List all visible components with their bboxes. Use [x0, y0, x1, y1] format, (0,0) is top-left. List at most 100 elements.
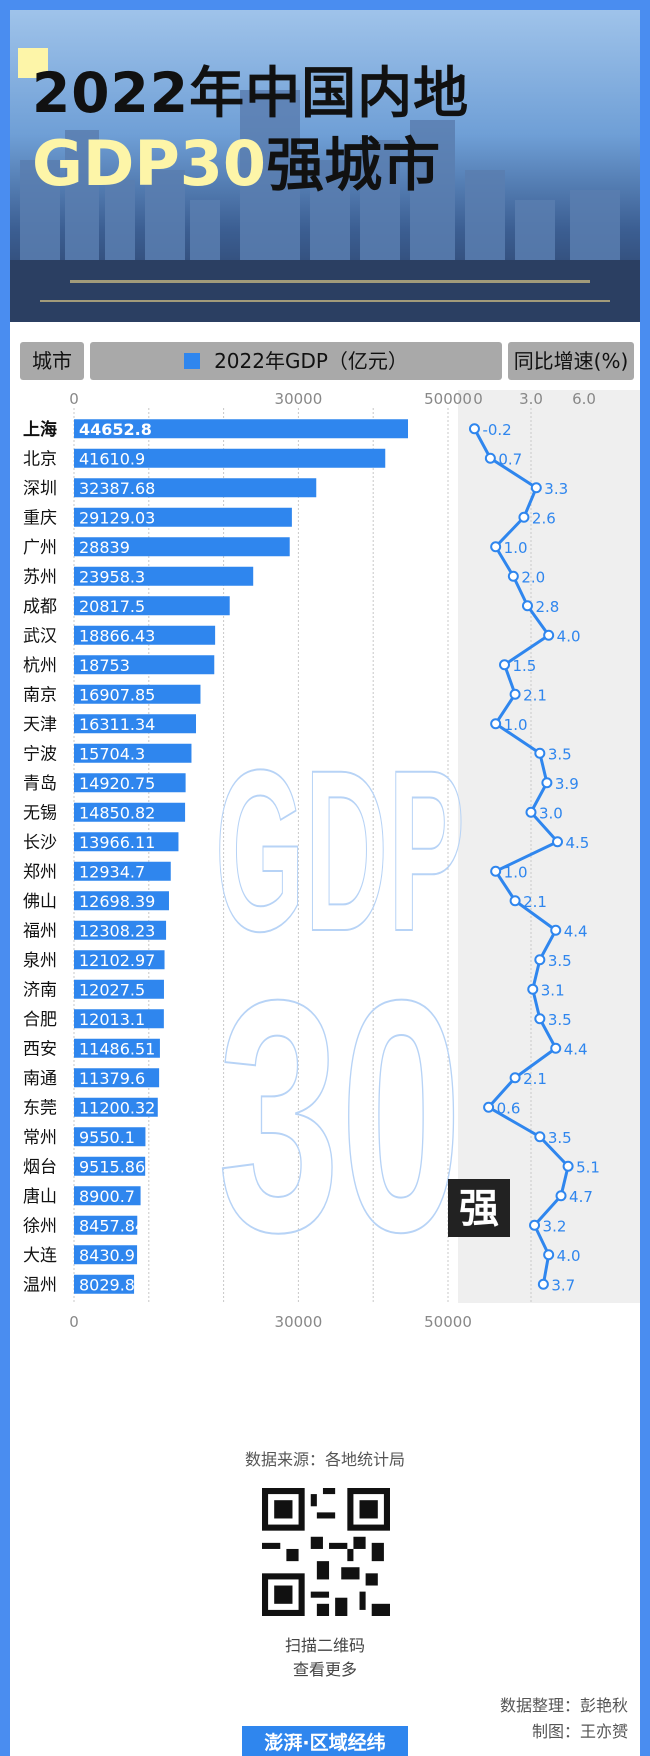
city-label: 青岛	[23, 774, 57, 794]
gdp-tick-label-top: 30000	[275, 390, 323, 408]
gdp-value-label: 11200.32	[79, 1098, 155, 1117]
gdp-value-label: 9515.86	[79, 1157, 145, 1176]
city-label: 烟台	[23, 1157, 57, 1177]
gdp-value-label: 8457.84	[79, 1216, 145, 1235]
city-label: 福州	[23, 921, 57, 941]
city-label: 西安	[23, 1039, 57, 1059]
growth-point	[537, 1278, 549, 1290]
growth-value-label: 4.0	[557, 1247, 581, 1265]
growth-point	[527, 983, 539, 995]
gdp-bar	[74, 979, 164, 999]
growth-point	[529, 1219, 541, 1231]
growth-value-label: 3.0	[539, 804, 563, 822]
growth-value-label: 2.6	[532, 509, 556, 527]
city-label: 长沙	[23, 833, 57, 853]
growth-point	[550, 1042, 562, 1054]
city-label: 南京	[23, 685, 57, 705]
growth-point	[525, 806, 537, 818]
gdp-value-label: 15704.3	[79, 744, 145, 763]
gdp-bar	[74, 1274, 135, 1294]
gdp-tick-label-bottom: 50000	[424, 1313, 472, 1331]
gdp-value-label: 14850.82	[79, 803, 155, 822]
growth-point	[490, 718, 502, 730]
growth-value-label: 3.5	[548, 1011, 572, 1029]
legend-swatch	[184, 353, 201, 369]
gdp-bar	[74, 950, 165, 970]
watermark-30: 30	[218, 931, 463, 1300]
title-highlight: GDP30	[32, 127, 267, 200]
gdp-value-label: 12027.5	[79, 980, 145, 999]
city-label: 宁波	[23, 744, 57, 764]
gdp-value-label: 23958.3	[79, 567, 145, 586]
publisher-logo: 澎湃·区域经纬	[242, 1726, 408, 1756]
gdp-value-label: 28839	[79, 538, 130, 557]
gdp-value-label: 16907.85	[79, 685, 155, 704]
growth-value-label: 4.5	[566, 834, 590, 852]
gdp-bar	[74, 920, 167, 940]
growth-value-label: 0.6	[497, 1099, 521, 1117]
growth-value-label: 3.5	[548, 745, 572, 763]
growth-value-label: 3.1	[541, 981, 565, 999]
growth-tick-label: 6.0	[572, 390, 596, 408]
gdp-value-label: 14920.75	[79, 774, 155, 793]
growth-value-label: 1.0	[504, 539, 528, 557]
gdp-tick-label-bottom: 30000	[275, 1313, 323, 1331]
gdp-value-label: 44652.8	[79, 420, 152, 439]
city-label: 深圳	[23, 479, 57, 499]
gdp-bar	[74, 448, 386, 468]
data-source: 数据来源：各地统计局	[244, 1450, 405, 1469]
city-label: 唐山	[23, 1186, 57, 1207]
city-label: 广州	[23, 538, 57, 558]
gdp-tick-label-top: 50000	[424, 390, 472, 408]
growth-point	[530, 482, 542, 494]
gdp-bar	[74, 1009, 164, 1029]
growth-value-label: 4.0	[557, 627, 581, 645]
growth-point	[534, 747, 546, 759]
infographic: 2022年中国内地 GDP30强城市 城市 2022年GDP（亿元） 同比增速(…	[10, 10, 640, 1756]
growth-point	[543, 1249, 555, 1261]
gdp-bar	[74, 773, 186, 793]
gdp-value-label: 16311.34	[79, 715, 155, 734]
growth-point	[509, 895, 521, 907]
gdp-bar	[74, 419, 409, 439]
growth-value-label: 0.7	[498, 450, 522, 468]
gdp-bar	[74, 566, 254, 586]
gdp-value-label: 13966.11	[79, 833, 155, 852]
gdp-value-label: 9550.1	[79, 1128, 135, 1147]
header-gdp-label: 2022年GDP（亿元）	[214, 349, 408, 373]
header-gdp: 2022年GDP（亿元）	[90, 342, 502, 380]
qr-code-icon[interactable]	[262, 1488, 390, 1616]
city-label: 温州	[23, 1275, 57, 1295]
gdp-bar	[74, 625, 216, 645]
city-label: 杭州	[23, 656, 57, 676]
growth-value-label: 3.9	[555, 775, 579, 793]
growth-point	[490, 865, 502, 877]
growth-value-label: 2.1	[523, 686, 547, 704]
growth-line	[473, 428, 570, 1285]
gdp-value-label: 18866.43	[79, 626, 155, 645]
growth-tick-label: 0	[473, 390, 483, 408]
growth-value-label: 3.3	[544, 480, 568, 498]
growth-point	[499, 659, 510, 671]
growth-point	[550, 924, 562, 936]
growth-point	[555, 1190, 567, 1202]
growth-value-label: 4.4	[564, 922, 588, 940]
gdp-tick-label-top: 0	[69, 390, 79, 408]
growth-value-label: 2.0	[521, 568, 545, 586]
title-rest: 强城市	[266, 131, 441, 199]
growth-point	[490, 541, 502, 553]
city-label: 上海	[23, 419, 57, 440]
city-label: 泉州	[23, 951, 57, 971]
growth-point	[484, 452, 496, 464]
gdp-value-label: 29129.03	[79, 508, 155, 527]
growth-point	[521, 600, 533, 612]
growth-point	[483, 1101, 495, 1113]
gdp-bar	[74, 832, 179, 852]
gdp-bar	[74, 507, 292, 527]
gdp-bar	[74, 1038, 160, 1058]
city-label: 济南	[23, 980, 57, 1000]
gdp-bar	[74, 1068, 160, 1088]
growth-value-label: 2.1	[523, 893, 547, 911]
qr-caption-2: 查看更多	[292, 1660, 357, 1679]
